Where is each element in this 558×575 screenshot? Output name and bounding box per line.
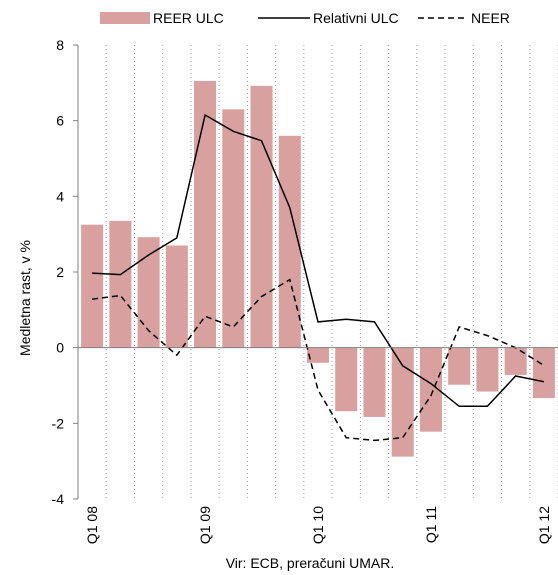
y-tick-label: 0 xyxy=(56,340,64,356)
bar-reer-ulc xyxy=(194,80,217,348)
axes: -4 -2 0 2 4 6 8 Q1 08 Q1 09 Q1 10 Q1 11 Q1 12 xyxy=(52,37,558,544)
x-tick-label: Q1 11 xyxy=(423,506,439,543)
bar-reer-ulc xyxy=(137,237,160,348)
bar-reer-ulc xyxy=(363,347,386,417)
x-tick-label: Q1 09 xyxy=(197,506,213,544)
source-note: Vir: ECB, preračuni UMAR. xyxy=(226,555,395,571)
bars-reer-ulc xyxy=(81,80,555,457)
legend-marker-reer-ulc xyxy=(100,12,150,24)
lines xyxy=(92,113,545,442)
bar-reer-ulc xyxy=(306,347,330,363)
legend-label: REER ULC xyxy=(153,10,224,26)
y-tick-label: 8 xyxy=(56,37,64,53)
y-axis-title: Medletna rast, v % xyxy=(17,240,33,356)
bar-reer-ulc xyxy=(476,347,499,392)
bar-reer-ulc xyxy=(222,109,245,348)
y-tick-label: 6 xyxy=(56,113,64,129)
legend: REER ULC Relativni ULC NEER xyxy=(100,10,510,26)
legend-label: Relativni ULC xyxy=(313,10,399,26)
bar-reer-ulc xyxy=(448,347,471,385)
bar-reer-ulc xyxy=(278,135,301,348)
bar-reer-ulc xyxy=(250,85,273,348)
bar-reer-ulc xyxy=(419,347,442,432)
y-tick-label: -2 xyxy=(52,415,65,431)
bar-reer-ulc xyxy=(532,347,555,398)
bar-reer-ulc xyxy=(165,245,188,348)
bar-reer-ulc xyxy=(391,347,414,457)
y-tick-label: 2 xyxy=(56,264,64,280)
x-tick-label: Q1 12 xyxy=(536,506,552,544)
x-tick-label: Q1 08 xyxy=(84,506,100,544)
line-neer xyxy=(92,278,545,442)
legend-label: NEER xyxy=(471,10,510,26)
bar-reer-ulc xyxy=(81,224,104,348)
x-tick-label: Q1 10 xyxy=(310,506,326,544)
line-relativni-ulc xyxy=(92,113,545,408)
bar-reer-ulc xyxy=(504,347,527,375)
bar-reer-ulc xyxy=(335,347,358,412)
y-tick-label: 4 xyxy=(56,188,64,204)
y-tick-label: -4 xyxy=(52,491,65,507)
bar-reer-ulc xyxy=(109,220,132,348)
